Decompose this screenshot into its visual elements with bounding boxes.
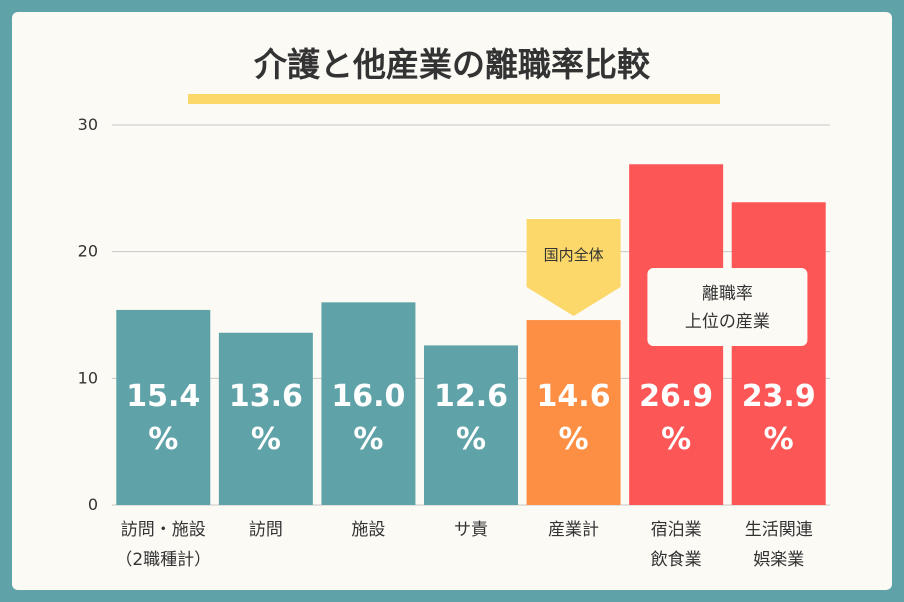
x-tick-label: 訪問 <box>249 520 283 540</box>
value-label: 12.6% <box>434 379 508 457</box>
y-tick-label: 30 <box>78 115 98 134</box>
value-label: 23.9% <box>742 379 816 457</box>
callout-arrow <box>526 219 621 316</box>
bar <box>526 320 621 505</box>
bar <box>424 345 518 505</box>
x-tick-label: 宿泊業飲食業 <box>651 520 702 570</box>
value-label: 15.4% <box>126 379 200 457</box>
annotation-box <box>647 268 808 346</box>
value-label: 13.6% <box>229 379 303 457</box>
bar <box>218 332 313 505</box>
y-tick-label: 20 <box>78 241 98 260</box>
x-tick-label: サ責 <box>454 520 488 540</box>
annotation: 国内全体 <box>544 246 604 264</box>
x-tick-label: 訪問・施設（2職種計） <box>115 520 211 570</box>
x-tick-label: 生活関連娯楽業 <box>745 520 813 570</box>
value-label: 14.6% <box>537 379 611 457</box>
title-underline <box>188 94 720 104</box>
value-label: 16.0% <box>331 379 405 457</box>
value-label: 26.9% <box>639 379 713 457</box>
y-tick-label: 10 <box>78 368 98 387</box>
y-tick-label: 0 <box>88 495 98 514</box>
annotation: 離職率上位の産業 <box>685 284 770 332</box>
bar <box>731 202 826 505</box>
bar <box>116 309 211 505</box>
bar <box>321 302 416 505</box>
x-tick-label: 産業計 <box>548 520 599 540</box>
x-tick-label: 施設 <box>351 520 385 540</box>
chart-title: 介護と他産業の離職率比較 <box>254 45 651 84</box>
